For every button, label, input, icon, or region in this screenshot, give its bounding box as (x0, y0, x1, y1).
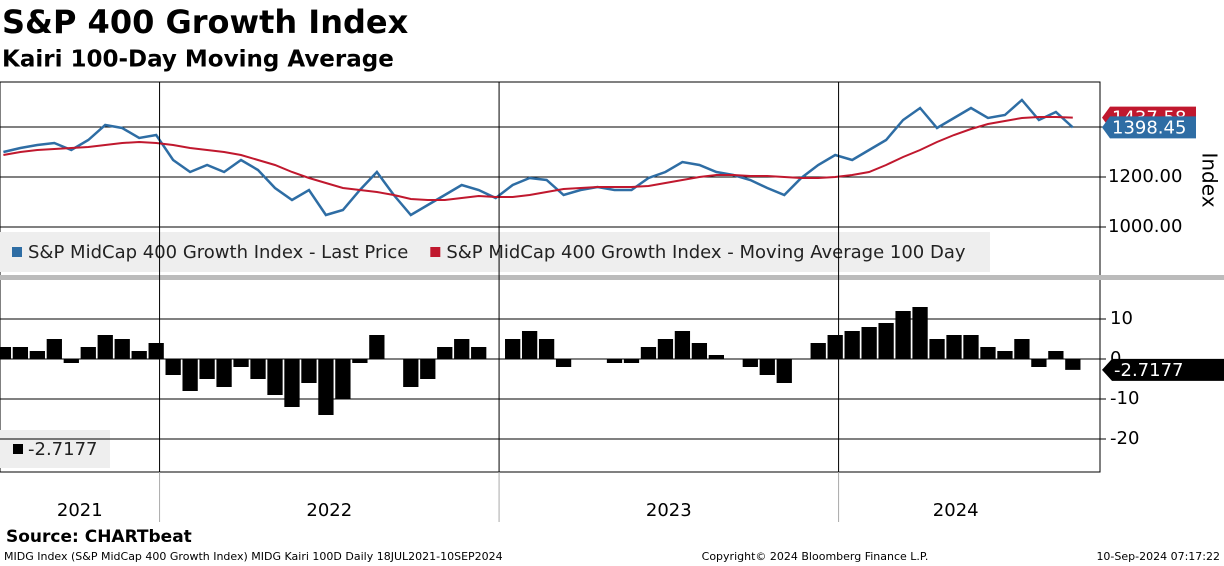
bar (623, 359, 640, 363)
bar (301, 359, 317, 383)
bar (318, 359, 334, 415)
bar (29, 351, 45, 359)
legend-label: -2.7177 (28, 439, 97, 460)
y-tick-label: -20 (1110, 428, 1139, 449)
bar (63, 359, 79, 363)
bar (250, 359, 266, 379)
x-tick-label: 2022 (306, 500, 352, 521)
line-series (3, 116, 1073, 201)
bar (674, 331, 691, 359)
bar (267, 359, 283, 395)
legend-label: S&P MidCap 400 Growth Index - Moving Ave… (446, 242, 966, 263)
bar (216, 359, 232, 387)
legend-label: S&P MidCap 400 Growth Index - Last Price (28, 242, 408, 263)
x-tick-label: 2021 (57, 500, 103, 521)
chart-subtitle: Kairi 100-Day Moving Average (2, 47, 394, 73)
y-tick-label: -10 (1110, 388, 1139, 409)
bar (878, 323, 894, 359)
bar (182, 359, 198, 391)
x-tick-label: 2024 (933, 500, 979, 521)
bar (437, 347, 453, 359)
bar (505, 339, 521, 359)
bar (521, 331, 538, 359)
x-tick-label: 2023 (646, 500, 692, 521)
bar (555, 359, 572, 367)
y-tick-label: 1200.00 (1108, 166, 1182, 187)
bar (148, 343, 164, 359)
bar (997, 351, 1013, 359)
bar (861, 327, 877, 359)
bar (776, 359, 792, 383)
line-series (3, 98, 1074, 217)
bar (606, 359, 623, 363)
footer-center: Copyright© 2024 Bloomberg Finance L.P. (702, 550, 929, 563)
last-value-tag (1102, 358, 1224, 381)
chart-title: S&P 400 Growth Index (2, 3, 409, 41)
bar (80, 347, 96, 359)
bar (844, 331, 860, 359)
last-value-tag (1102, 116, 1196, 139)
bar (97, 335, 113, 359)
bar (369, 335, 385, 359)
bar (335, 359, 351, 399)
bar (946, 335, 962, 359)
y-axis-label: Index (1198, 152, 1222, 207)
y-tick-label: 0 (1110, 348, 1121, 369)
bar (759, 359, 775, 375)
bar (0, 347, 12, 359)
bar (691, 343, 708, 359)
legend-swatch (430, 247, 441, 257)
bar (352, 359, 368, 363)
bar (471, 347, 487, 359)
bar (980, 347, 996, 359)
legend-box (0, 232, 990, 272)
bar (963, 335, 979, 359)
bar (827, 335, 843, 359)
bar (1014, 339, 1030, 359)
bar (708, 355, 724, 359)
bar (131, 351, 147, 359)
bar (929, 339, 945, 359)
bar (657, 339, 674, 359)
bar (403, 359, 419, 387)
bar (165, 359, 181, 375)
bar (742, 359, 758, 367)
footer-right: 10-Sep-2024 07:17:22 (1096, 550, 1220, 563)
bar (1031, 359, 1047, 367)
bar (1065, 359, 1081, 370)
bar (12, 347, 29, 359)
legend-swatch (12, 247, 22, 257)
last-value-label: 1398.45 (1112, 117, 1186, 138)
last-value-label: -2.7177 (1114, 360, 1183, 381)
y-tick-label: 10 (1110, 308, 1133, 329)
footer-left: MIDG Index (S&P MidCap 400 Growth Index)… (4, 550, 503, 563)
panel-separator (0, 275, 1224, 280)
bar (233, 359, 249, 367)
bar (454, 339, 470, 359)
bar (912, 307, 928, 359)
bar (284, 359, 300, 407)
bar (114, 339, 130, 359)
bar (420, 359, 436, 379)
legend-swatch (13, 444, 23, 454)
bar (895, 311, 911, 359)
bar (199, 359, 215, 379)
bar (640, 347, 657, 359)
source: Source: CHARTbeat (6, 527, 192, 547)
bar (1048, 351, 1064, 359)
bar (46, 339, 62, 359)
bar (810, 343, 826, 359)
bar (538, 339, 555, 359)
y-tick-label: 1000.00 (1108, 216, 1182, 237)
